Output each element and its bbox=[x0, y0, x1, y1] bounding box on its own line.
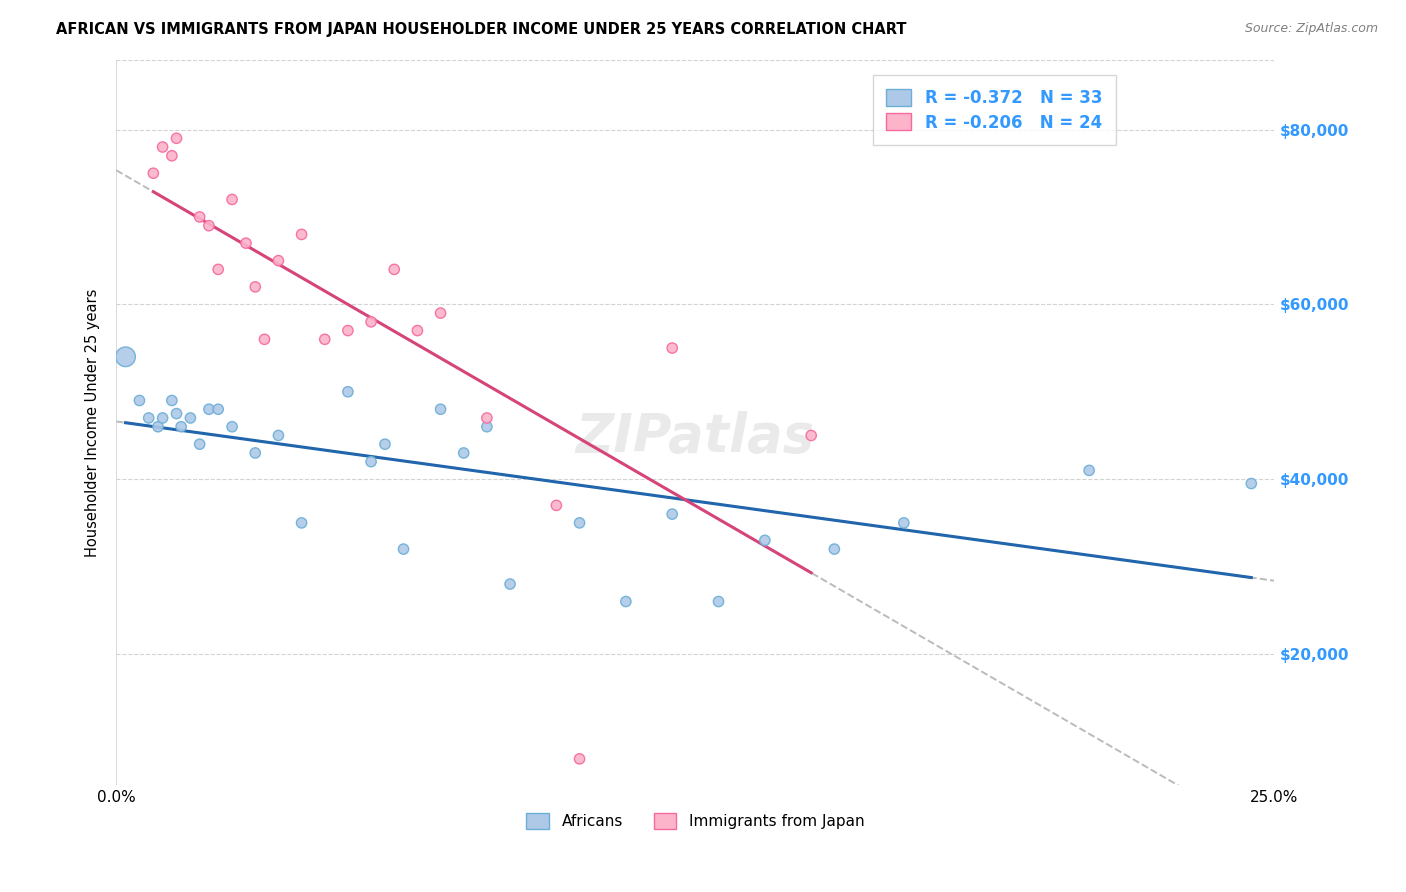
Point bbox=[221, 419, 243, 434]
Point bbox=[800, 428, 823, 442]
Point bbox=[179, 411, 201, 425]
Point bbox=[142, 166, 165, 180]
Point bbox=[160, 393, 183, 408]
Point bbox=[568, 752, 591, 766]
Point bbox=[152, 140, 174, 154]
Point bbox=[661, 341, 683, 355]
Point bbox=[475, 419, 498, 434]
Point bbox=[267, 253, 290, 268]
Point bbox=[1240, 476, 1263, 491]
Point bbox=[207, 402, 229, 417]
Point bbox=[207, 262, 229, 277]
Point bbox=[188, 210, 211, 224]
Point bbox=[188, 437, 211, 451]
Point bbox=[661, 507, 683, 521]
Point bbox=[198, 219, 221, 233]
Point bbox=[267, 428, 290, 442]
Point bbox=[146, 419, 169, 434]
Point bbox=[290, 516, 312, 530]
Point bbox=[198, 402, 221, 417]
Point bbox=[546, 499, 568, 513]
Point bbox=[499, 577, 522, 591]
Point bbox=[429, 306, 451, 320]
Point bbox=[374, 437, 396, 451]
Point bbox=[253, 332, 276, 346]
Point bbox=[221, 193, 243, 207]
Text: AFRICAN VS IMMIGRANTS FROM JAPAN HOUSEHOLDER INCOME UNDER 25 YEARS CORRELATION C: AFRICAN VS IMMIGRANTS FROM JAPAN HOUSEHO… bbox=[56, 22, 907, 37]
Y-axis label: Householder Income Under 25 years: Householder Income Under 25 years bbox=[86, 288, 100, 557]
Point bbox=[429, 402, 451, 417]
Point bbox=[245, 446, 267, 460]
Point bbox=[152, 411, 174, 425]
Text: ZIPatlas: ZIPatlas bbox=[576, 411, 815, 463]
Point bbox=[166, 131, 188, 145]
Point bbox=[360, 315, 382, 329]
Point bbox=[166, 407, 188, 421]
Point bbox=[475, 411, 498, 425]
Point bbox=[114, 350, 136, 364]
Point bbox=[360, 455, 382, 469]
Point bbox=[128, 393, 150, 408]
Point bbox=[138, 411, 160, 425]
Point bbox=[290, 227, 312, 242]
Point bbox=[245, 280, 267, 294]
Point bbox=[336, 384, 359, 399]
Point bbox=[754, 533, 776, 548]
Point bbox=[336, 324, 359, 338]
Legend: Africans, Immigrants from Japan: Africans, Immigrants from Japan bbox=[520, 807, 870, 836]
Point bbox=[568, 516, 591, 530]
Point bbox=[392, 542, 415, 557]
Point bbox=[170, 419, 193, 434]
Point bbox=[382, 262, 405, 277]
Point bbox=[893, 516, 915, 530]
Point bbox=[823, 542, 845, 557]
Point bbox=[160, 149, 183, 163]
Point bbox=[453, 446, 475, 460]
Point bbox=[235, 236, 257, 251]
Point bbox=[1078, 463, 1101, 477]
Point bbox=[707, 594, 730, 608]
Point bbox=[406, 324, 429, 338]
Point bbox=[314, 332, 336, 346]
Text: Source: ZipAtlas.com: Source: ZipAtlas.com bbox=[1244, 22, 1378, 36]
Point bbox=[614, 594, 637, 608]
